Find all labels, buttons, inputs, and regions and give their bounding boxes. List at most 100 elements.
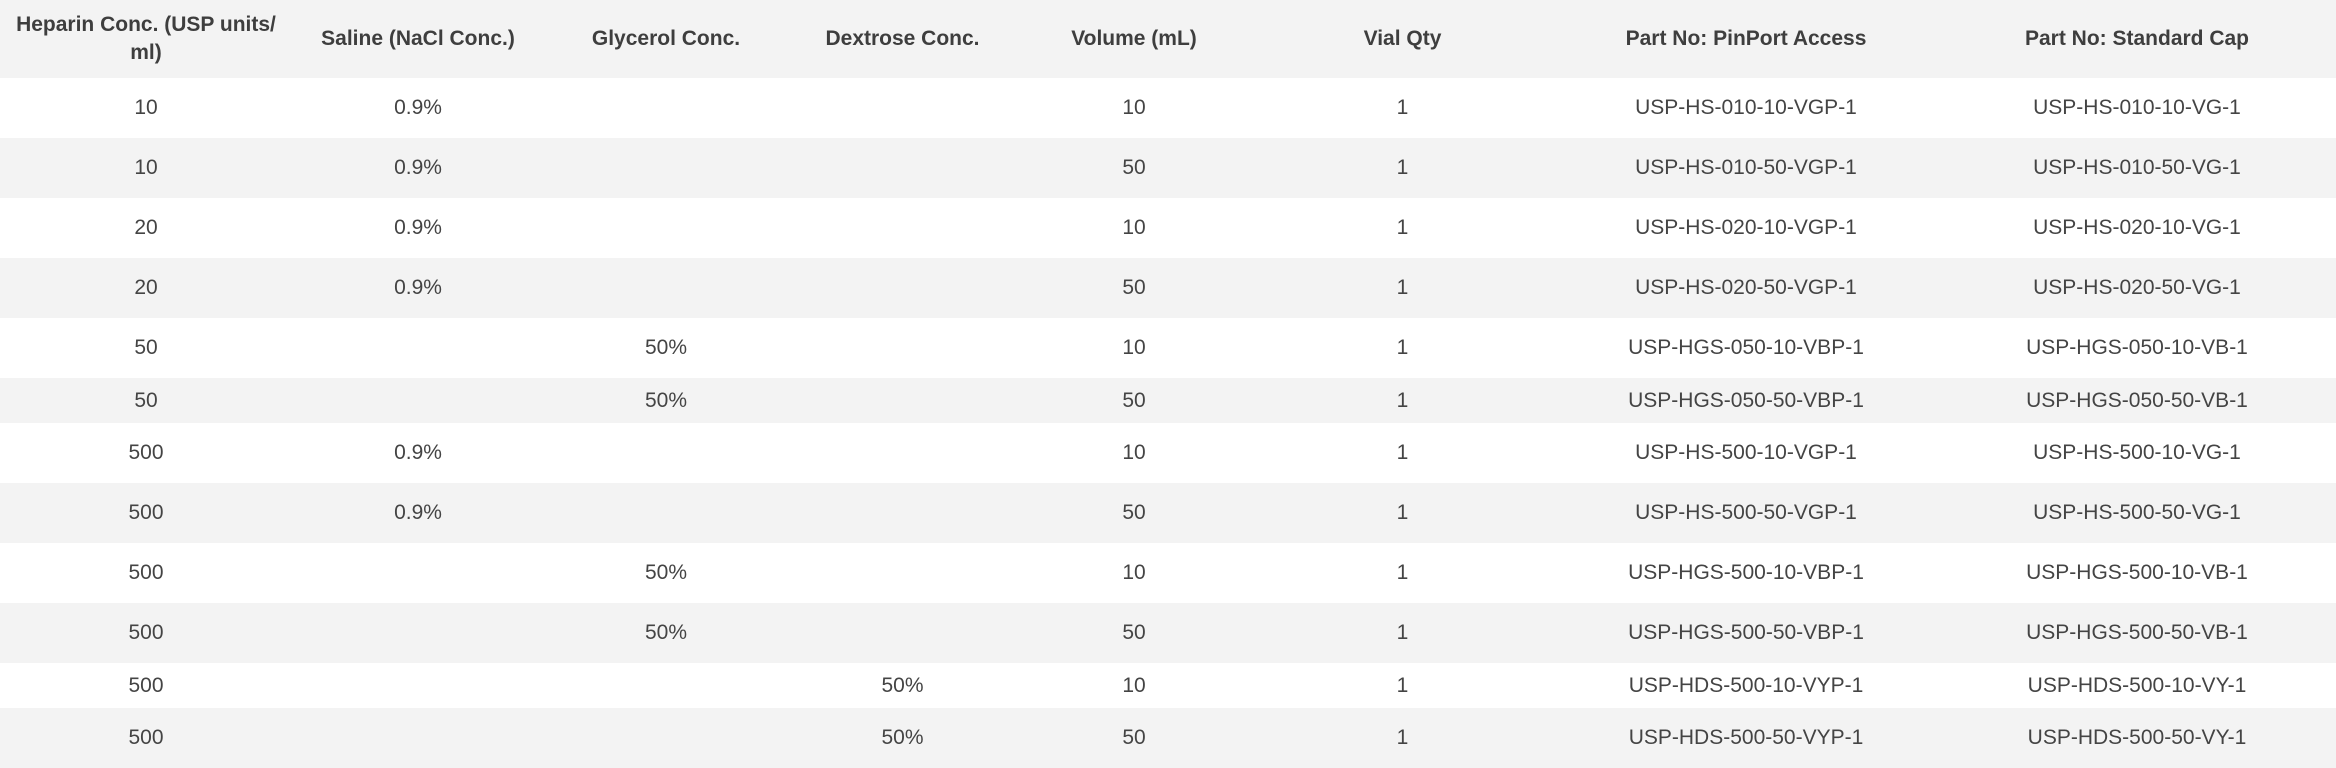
cell-heparin: 500 xyxy=(0,483,292,543)
cell-part-standard-cap: USP-HGS-500-50-VB-1 xyxy=(1938,603,2336,663)
cell-saline xyxy=(292,543,544,603)
cell-part-pinport: USP-HS-500-50-VGP-1 xyxy=(1554,483,1938,543)
cell-saline: 0.9% xyxy=(394,216,442,239)
column-header-saline: Saline (NaCl Conc.) xyxy=(292,0,544,78)
cell-saline: 0.9% xyxy=(292,483,544,543)
table-header-row: Heparin Conc. (USP units/ ml) Saline (NaC… xyxy=(0,0,2336,78)
column-header-heparin: Heparin Conc. (USP units/ ml) xyxy=(0,0,292,78)
cell-part-pinport: USP-HS-020-50-VGP-1 xyxy=(1554,258,1938,318)
cell-volume: 50 xyxy=(1017,483,1251,543)
column-header-vial-qty: Vial Qty xyxy=(1251,0,1554,78)
cell-saline xyxy=(292,663,544,708)
cell-volume: 10 xyxy=(1122,561,1146,584)
cell-volume: 10 xyxy=(1122,216,1146,239)
cell-part-pinport: USP-HGS-500-10-VBP-1 xyxy=(1628,561,1864,584)
cell-dextrose xyxy=(788,318,1017,378)
cell-dextrose xyxy=(788,378,1017,423)
cell-glycerol xyxy=(544,423,788,483)
cell-heparin: 50 xyxy=(0,378,292,423)
cell-volume: 10 xyxy=(1122,673,1146,697)
table-row: 500 50% 10 1 USP-HGS-500-10-VBP-1 USP-HGS-500… xyxy=(0,543,2336,603)
cell-part-pinport: USP-HDS-500-10-VYP-1 xyxy=(1628,673,1864,697)
cell-part-standard-cap: USP-HGS-050-50-VB-1 xyxy=(1938,378,2336,423)
table-row: 500 50% 10 1 USP-HDS-500-10-VYP-1 USP-HDS-500… xyxy=(0,663,2336,708)
cell-glycerol xyxy=(544,138,788,198)
cell-part-standard-cap: USP-HS-500-10-VG-1 xyxy=(2033,441,2241,464)
cell-heparin: 10 xyxy=(0,138,292,198)
cell-glycerol: 50% xyxy=(544,603,788,663)
cell-glycerol xyxy=(544,483,788,543)
cell-part-standard-cap: USP-HS-500-50-VG-1 xyxy=(1938,483,2336,543)
cell-glycerol xyxy=(544,663,788,708)
cell-saline xyxy=(292,603,544,663)
cell-part-standard-cap: USP-HGS-050-10-VB-1 xyxy=(2026,336,2248,359)
cell-dextrose xyxy=(788,423,1017,483)
cell-part-pinport: USP-HGS-500-50-VBP-1 xyxy=(1554,603,1938,663)
cell-dextrose xyxy=(788,138,1017,198)
cell-part-pinport: USP-HS-010-10-VGP-1 xyxy=(1635,96,1857,119)
cell-vial-qty: 1 xyxy=(1396,673,1409,697)
cell-vial-qty: 1 xyxy=(1396,216,1409,239)
cell-glycerol: 50% xyxy=(644,561,688,584)
cell-dextrose xyxy=(788,78,1017,138)
cell-dextrose: 50% xyxy=(788,708,1017,768)
cell-heparin: 20 xyxy=(134,216,158,239)
cell-heparin: 50 xyxy=(134,336,158,359)
table-row: 500 0.9% 10 1 USP-HS-500-10-VGP-1 USP-HS-500-… xyxy=(0,423,2336,483)
cell-vial-qty: 1 xyxy=(1251,603,1554,663)
cell-part-standard-cap: USP-HS-010-10-VG-1 xyxy=(2033,96,2241,119)
cell-dextrose xyxy=(788,198,1017,258)
cell-saline: 0.9% xyxy=(292,138,544,198)
cell-glycerol: 50% xyxy=(544,378,788,423)
cell-dextrose: 50% xyxy=(881,673,924,697)
cell-part-pinport: USP-HS-020-10-VGP-1 xyxy=(1635,216,1857,239)
cell-volume: 10 xyxy=(1122,96,1146,119)
cell-volume: 50 xyxy=(1017,258,1251,318)
cell-dextrose xyxy=(788,603,1017,663)
cell-saline: 0.9% xyxy=(394,441,442,464)
cell-saline xyxy=(292,378,544,423)
cell-heparin: 10 xyxy=(134,96,158,119)
cell-vial-qty: 1 xyxy=(1396,561,1409,584)
cell-volume: 10 xyxy=(1122,441,1146,464)
cell-part-standard-cap: USP-HDS-500-10-VY-1 xyxy=(2027,673,2247,697)
cell-glycerol: 50% xyxy=(644,336,688,359)
cell-part-pinport: USP-HS-010-50-VGP-1 xyxy=(1554,138,1938,198)
cell-volume: 50 xyxy=(1017,138,1251,198)
cell-heparin: 500 xyxy=(128,561,164,584)
cell-vial-qty: 1 xyxy=(1251,138,1554,198)
cell-vial-qty: 1 xyxy=(1396,336,1409,359)
cell-vial-qty: 1 xyxy=(1396,96,1409,119)
cell-volume: 10 xyxy=(1122,336,1146,359)
table-row: 50 50% 50 1 USP-HGS-050-50-VBP-1 USP-HGS-050-… xyxy=(0,378,2336,423)
cell-glycerol xyxy=(544,258,788,318)
column-header-part-standard-cap: Part No: Standard Cap xyxy=(1938,0,2336,78)
cell-heparin: 500 xyxy=(0,708,292,768)
cell-part-standard-cap: USP-HGS-500-10-VB-1 xyxy=(2026,561,2248,584)
table-row: 50 50% 10 1 USP-HGS-050-10-VBP-1 USP-HGS-050-… xyxy=(0,318,2336,378)
table-row: 500 50% 50 1 USP-HGS-500-50-VBP-1 USP-HGS-500… xyxy=(0,603,2336,663)
cell-vial-qty: 1 xyxy=(1251,708,1554,768)
cell-part-standard-cap: USP-HS-020-10-VG-1 xyxy=(2033,216,2241,239)
cell-glycerol xyxy=(544,198,788,258)
cell-volume: 50 xyxy=(1017,708,1251,768)
cell-vial-qty: 1 xyxy=(1251,483,1554,543)
cell-volume: 50 xyxy=(1017,603,1251,663)
cell-vial-qty: 1 xyxy=(1396,441,1409,464)
table-row: 500 50% 50 1 USP-HDS-500-50-VYP-1 USP-HDS-500… xyxy=(0,708,2336,768)
cell-dextrose xyxy=(788,258,1017,318)
table-row: 20 0.9% 10 1 USP-HS-020-10-VGP-1 USP-HS-020-1… xyxy=(0,198,2336,258)
cell-part-standard-cap: USP-HDS-500-50-VY-1 xyxy=(1938,708,2336,768)
cell-glycerol xyxy=(544,708,788,768)
cell-saline: 0.9% xyxy=(292,258,544,318)
cell-glycerol xyxy=(544,78,788,138)
cell-volume: 50 xyxy=(1017,378,1251,423)
cell-heparin: 500 xyxy=(128,441,164,464)
cell-saline xyxy=(292,708,544,768)
column-header-glycerol: Glycerol Conc. xyxy=(544,0,788,78)
cell-part-pinport: USP-HS-500-10-VGP-1 xyxy=(1635,441,1857,464)
table-row: 10 0.9% 50 1 USP-HS-010-50-VGP-1 USP-HS-010-5… xyxy=(0,138,2336,198)
cell-heparin: 500 xyxy=(128,673,164,697)
table-row: 500 0.9% 50 1 USP-HS-500-50-VGP-1 USP-HS-500-… xyxy=(0,483,2336,543)
